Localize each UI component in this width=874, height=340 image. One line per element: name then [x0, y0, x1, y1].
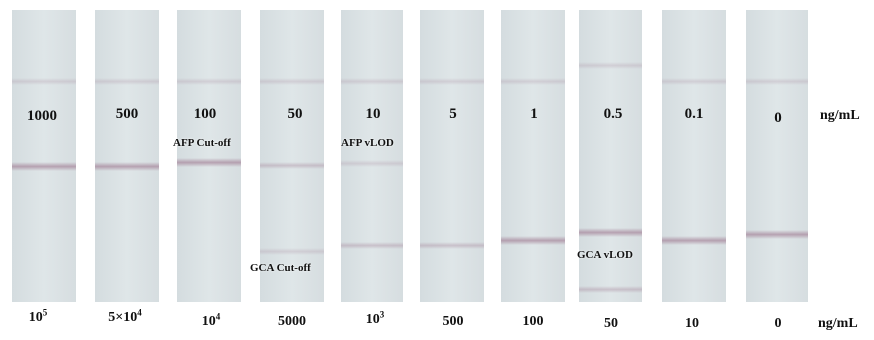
test-strip-8 [579, 10, 642, 302]
bottom-value-8: 50 [604, 316, 618, 331]
bottom-value-3: 104 [201, 311, 221, 329]
gca-cutoff-label: GCA Cut-off [250, 262, 311, 274]
top-value-4: 50 [287, 106, 303, 122]
test-strip-5 [341, 10, 403, 302]
bottom-value-10: 0 [774, 316, 782, 331]
test-strip-1 [12, 10, 76, 302]
top-value-3: 100 [193, 106, 217, 122]
top-value-9: 0.1 [684, 106, 704, 122]
bottom-value-7: 100 [522, 314, 544, 329]
bottom-value-1: 105 [28, 307, 48, 325]
test-strip-10 [746, 10, 808, 302]
top-value-2: 500 [115, 106, 139, 122]
bottom-value-6: 500 [442, 314, 464, 329]
afp-cutoff-label: AFP Cut-off [173, 137, 231, 149]
top-value-10: 0 [774, 110, 782, 126]
bottom-value-5: 103 [365, 309, 385, 327]
test-strip-3 [177, 10, 241, 302]
test-strip-7 [501, 10, 565, 302]
top-value-7: 1 [530, 106, 538, 122]
bottom-value-2: 5×104 [108, 307, 142, 325]
top-value-5: 10 [365, 106, 381, 122]
bottom-value-9: 10 [685, 316, 699, 331]
top-value-1: 1000 [27, 108, 57, 124]
test-strip-4 [260, 10, 324, 302]
bottom-unit-label: ng/mL [818, 316, 858, 331]
test-strip-2 [95, 10, 159, 302]
bottom-value-4: 5000 [278, 314, 306, 329]
top-unit-label: ng/mL [820, 108, 860, 123]
gca-vlod-label: GCA vLOD [577, 249, 633, 261]
test-strip-6 [420, 10, 484, 302]
afp-vlod-label: AFP vLOD [341, 137, 394, 149]
top-value-6: 5 [449, 106, 457, 122]
top-value-8: 0.5 [603, 106, 623, 122]
test-strip-9 [662, 10, 726, 302]
